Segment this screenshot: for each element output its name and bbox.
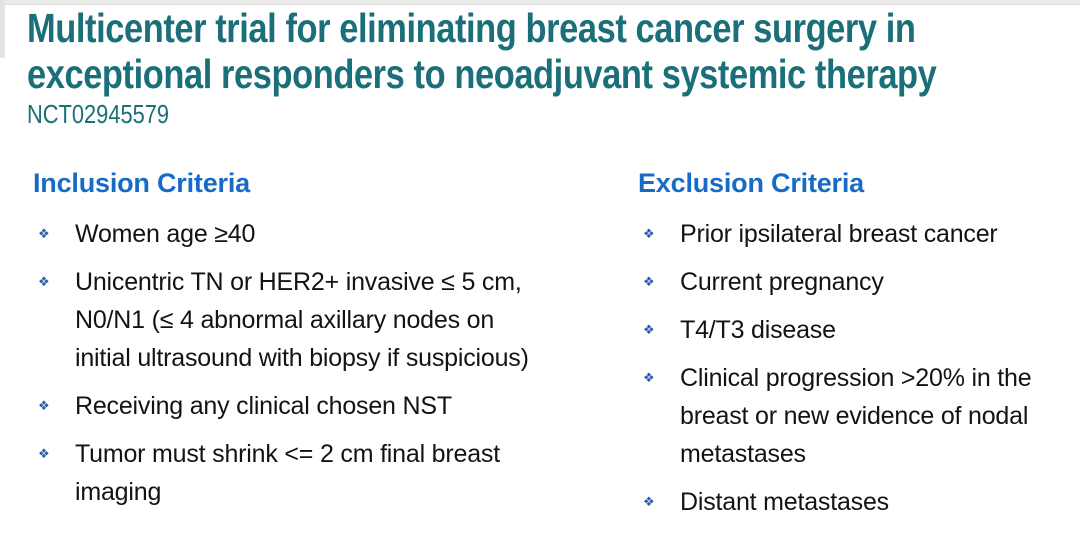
left-edge-strip [0, 0, 5, 58]
diamond-bullet-icon: ❖ [38, 398, 50, 413]
list-item: ❖ Unicentric TN or HER2+ invasive ≤ 5 cm… [33, 263, 545, 377]
diamond-bullet-icon: ❖ [643, 322, 655, 337]
inclusion-criteria-list: ❖ Women age ≥40 ❖ Unicentric TN or HER2+… [33, 215, 545, 511]
list-item-text: T4/T3 disease [680, 316, 836, 344]
top-edge-strip [0, 0, 1080, 5]
inclusion-criteria-heading: Inclusion Criteria [33, 168, 250, 198]
list-item: ❖ Women age ≥40 [33, 215, 545, 253]
diamond-bullet-icon: ❖ [643, 226, 655, 241]
list-item-text: Current pregnancy [680, 268, 884, 296]
list-item: ❖ Clinical progression >20% in the breas… [638, 359, 1068, 473]
diamond-bullet-icon: ❖ [643, 274, 655, 289]
list-item-text: Tumor must shrink <= 2 cm final breast i… [75, 440, 500, 506]
diamond-bullet-icon: ❖ [38, 446, 50, 461]
slide-title-line-1: Multicenter trial for eliminating breast… [27, 5, 916, 51]
list-item: ❖ Tumor must shrink <= 2 cm final breast… [33, 435, 545, 511]
list-item: ❖ Prior ipsilateral breast cancer [638, 215, 1068, 253]
list-item: ❖ T4/T3 disease [638, 311, 1068, 349]
list-item: ❖ Receiving any clinical chosen NST [33, 387, 545, 425]
list-item-text: Receiving any clinical chosen NST [75, 392, 452, 420]
exclusion-criteria-section: Exclusion Criteria ❖ Prior ipsilateral b… [638, 168, 1068, 531]
slide-title: Multicenter trial for eliminating breast… [27, 5, 937, 97]
inclusion-criteria-section: Inclusion Criteria ❖ Women age ≥40 ❖ Uni… [33, 168, 545, 521]
list-item-text: Distant metastases [680, 488, 889, 516]
trial-id: NCT02945579 [27, 99, 170, 129]
diamond-bullet-icon: ❖ [643, 494, 655, 509]
exclusion-criteria-list: ❖ Prior ipsilateral breast cancer ❖ Curr… [638, 215, 1068, 521]
slide-title-line-2: exceptional responders to neoadjuvant sy… [27, 51, 937, 97]
list-item-text: Prior ipsilateral breast cancer [680, 220, 998, 248]
list-item-text: Clinical progression >20% in the breast … [680, 364, 1032, 468]
list-item-text: Unicentric TN or HER2+ invasive ≤ 5 cm, … [75, 268, 529, 372]
list-item: ❖ Distant metastases [638, 483, 1068, 521]
exclusion-criteria-heading: Exclusion Criteria [638, 168, 864, 198]
diamond-bullet-icon: ❖ [38, 226, 50, 241]
diamond-bullet-icon: ❖ [38, 274, 50, 289]
slide-header: Multicenter trial for eliminating breast… [27, 5, 937, 129]
list-item-text: Women age ≥40 [75, 220, 256, 248]
list-item: ❖ Current pregnancy [638, 263, 1068, 301]
diamond-bullet-icon: ❖ [643, 370, 655, 385]
